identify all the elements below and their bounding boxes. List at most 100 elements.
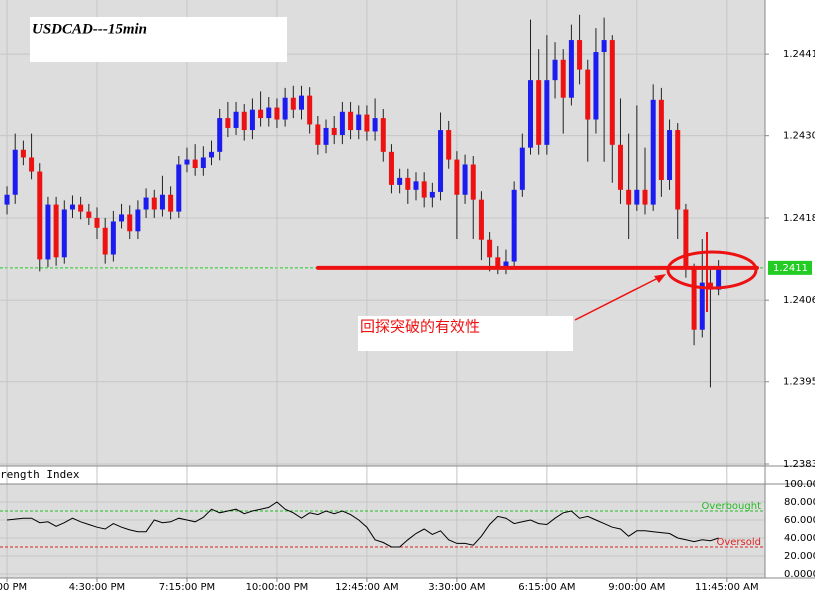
candle-body [127, 214, 133, 232]
y-tick-label: 40.0000 [784, 533, 815, 544]
candle-body [159, 194, 165, 210]
candle-body [707, 282, 713, 290]
candle-body [274, 107, 280, 120]
candle-body [454, 159, 460, 195]
price-label-box [768, 260, 812, 275]
chart-title: USDCAD---15min [32, 21, 147, 37]
candle-body [258, 109, 264, 119]
y-tick-label: 1.2430 [783, 131, 815, 142]
x-tick-label: 6:15:00 AM [518, 582, 575, 593]
candle-body [462, 164, 468, 195]
candle-body [593, 52, 599, 120]
candle-body [634, 189, 640, 205]
price-label: 1.2411 [773, 263, 808, 274]
candle-body [487, 239, 493, 258]
candle-body [716, 267, 722, 290]
x-tick-label: 12:45:00 AM [335, 582, 399, 593]
y-tick-label: 1.2418 [783, 213, 815, 224]
y-tick-label: 0.0000 [784, 569, 815, 580]
candle-body [20, 149, 26, 158]
candle-body [249, 109, 255, 131]
x-tick-label: 3:30:00 AM [428, 582, 485, 593]
candle-body [143, 197, 149, 210]
y-tick-label: 60.0000 [784, 515, 815, 526]
candle-body [241, 111, 247, 131]
y-tick-label: 1.2406 [783, 295, 815, 306]
arrow-head [654, 274, 666, 283]
candle-body [151, 197, 157, 210]
candle-body [266, 107, 272, 119]
candle-body [585, 69, 591, 120]
candle-body [577, 40, 583, 70]
candle-body [176, 164, 182, 212]
y-tick-label: 100.0000 [784, 479, 815, 490]
candle-body [37, 171, 43, 260]
candle-body [119, 214, 125, 222]
highlight-ellipse [666, 250, 758, 290]
y-tick-label: 1.2383 [783, 459, 815, 470]
candle-body [102, 227, 108, 255]
candle-body [495, 257, 501, 270]
candle-body [364, 114, 370, 132]
candle-body [339, 111, 345, 135]
candle-body [323, 127, 329, 145]
candle-body [650, 99, 656, 205]
candle-body [225, 118, 231, 128]
rsi-line [6, 501, 719, 548]
candle-body [691, 269, 697, 330]
candle-body [4, 194, 10, 205]
candle-body [675, 130, 681, 210]
candle-body [298, 95, 304, 110]
x-tick-label: 5:00 PM [0, 582, 27, 593]
candle-body [45, 204, 51, 260]
candle-body [290, 97, 296, 110]
candle-body [233, 111, 239, 128]
candle-body [53, 204, 59, 258]
arrow-line [574, 275, 663, 321]
candle-body [168, 194, 174, 212]
x-tick-label: 11:45:00 AM [695, 582, 759, 593]
candle-body [200, 157, 206, 169]
candle-body [348, 111, 354, 131]
candle-body [667, 130, 673, 180]
candle-body [438, 130, 444, 192]
candle-body [503, 261, 509, 270]
candle-body [307, 95, 313, 125]
candle-body [683, 209, 689, 270]
annotation-box [358, 316, 573, 351]
candle-body [568, 40, 574, 98]
y-tick-label: 1.2441 [783, 49, 815, 60]
candle-body [405, 177, 411, 190]
candle-body [282, 97, 288, 120]
candle-body [331, 127, 337, 135]
candle-body [184, 159, 190, 165]
candle-body [209, 151, 215, 158]
candle-body [12, 149, 18, 195]
candle-body [86, 211, 92, 218]
candle-body [78, 204, 84, 212]
x-tick-label: 10:00:00 PM [246, 582, 309, 593]
candle-body [642, 189, 648, 205]
candle-body [658, 99, 664, 180]
candle-body [69, 204, 75, 210]
candle-body [470, 164, 476, 200]
candle-body [61, 209, 67, 258]
candle-body [110, 221, 116, 255]
candle-body [519, 147, 525, 190]
candle-body [626, 189, 632, 205]
candle-body [356, 114, 362, 131]
candle-body [601, 40, 607, 53]
candle-body [135, 209, 141, 232]
candle-body [372, 118, 378, 132]
candle-body [609, 40, 615, 145]
candle-body [217, 118, 223, 152]
oversold-label: Oversold [716, 537, 761, 548]
candle-body [536, 80, 542, 145]
y-tick-label: 1.2395 [783, 377, 815, 388]
candle-body [429, 191, 435, 198]
annotation: 回探突破的有效性 [360, 318, 480, 336]
overbought-label: Overbought [702, 501, 762, 512]
candle-body [446, 130, 452, 160]
x-tick-label: 9:00:00 AM [608, 582, 665, 593]
